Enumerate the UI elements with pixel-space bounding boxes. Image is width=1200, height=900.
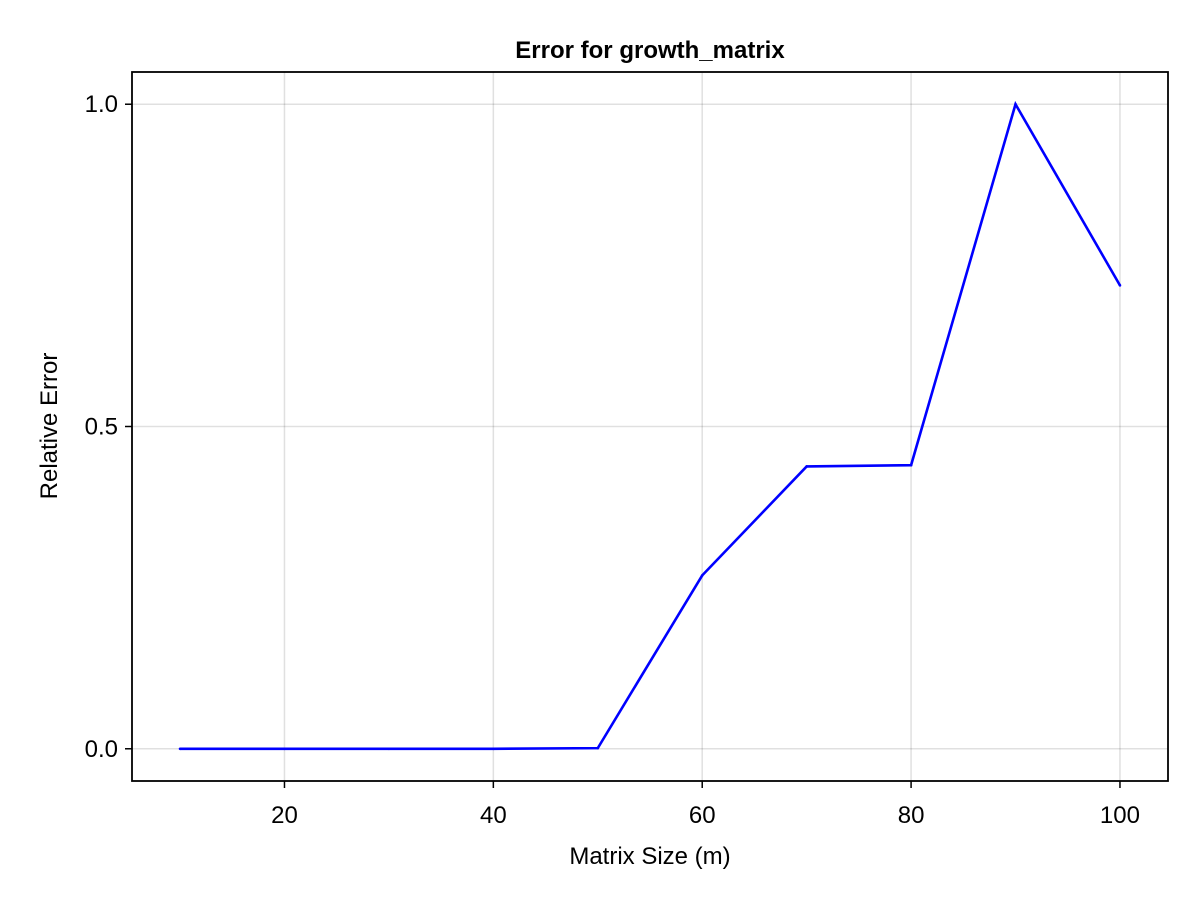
x-tick-label: 60 bbox=[689, 802, 716, 829]
data-point bbox=[283, 747, 286, 751]
x-tick-label: 100 bbox=[1100, 802, 1140, 829]
x-tick-label: 80 bbox=[898, 802, 925, 829]
x-tick-label: 40 bbox=[480, 802, 507, 829]
data-point bbox=[1014, 102, 1017, 106]
data-point bbox=[700, 574, 704, 577]
axis-ticks: 20 40 60 80 100 0.0 0.5 1.0 bbox=[85, 91, 1140, 829]
data-point bbox=[909, 463, 913, 467]
y-tick-label: 0.0 bbox=[85, 736, 118, 763]
data-point bbox=[387, 747, 391, 751]
y-tick-label: 1.0 bbox=[85, 91, 118, 118]
data-point bbox=[1118, 284, 1122, 287]
series-layer bbox=[178, 100, 1122, 751]
y-tick-label: 0.5 bbox=[85, 414, 118, 441]
chart-title: Error for growth_matrix bbox=[515, 37, 785, 64]
x-axis-label: Matrix Size (m) bbox=[569, 843, 730, 870]
data-point bbox=[596, 746, 600, 750]
data-point bbox=[178, 747, 182, 751]
data-point bbox=[805, 465, 808, 468]
data-point bbox=[492, 747, 495, 751]
series-line bbox=[180, 100, 1122, 751]
x-tick-label: 20 bbox=[271, 802, 298, 829]
y-axis-label: Relative Error bbox=[36, 353, 63, 500]
